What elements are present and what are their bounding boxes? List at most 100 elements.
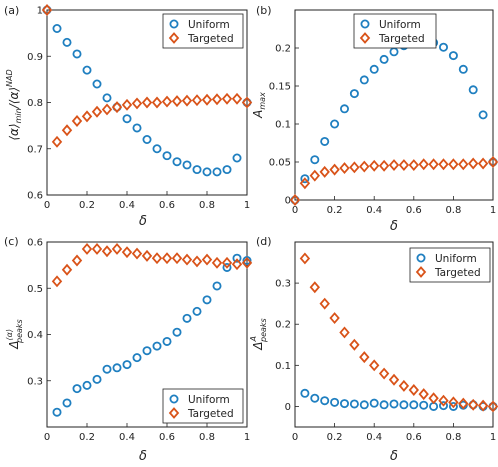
marks-b xyxy=(289,36,498,206)
ticks-b: 0 0.2 0.4 0.6 0.8 1 0 0.05 0.1 0.15 0.2 xyxy=(269,44,496,217)
point-uniform-b xyxy=(359,75,369,85)
point-targeted-c xyxy=(241,256,253,269)
legend-marker-uniform-c xyxy=(169,394,179,404)
point-targeted-c xyxy=(51,275,63,288)
point-targeted-a xyxy=(41,4,53,16)
point-targeted-b xyxy=(398,159,410,172)
ticks-a: 0 0.2 0.4 0.6 0.8 1 0.6 0.7 0.8 0.9 1 xyxy=(27,6,250,212)
point-targeted-d xyxy=(448,396,459,409)
y-tick-label-b: 0.05 xyxy=(269,158,291,169)
x-tick-label-d: 0.6 xyxy=(406,432,422,443)
point-targeted-b xyxy=(339,162,350,175)
legend-label-targeted-c: Targeted xyxy=(187,408,234,420)
plot-area-b xyxy=(294,9,494,201)
x-tick-label-b: 0.2 xyxy=(327,205,343,216)
legend-label-uniform-c: Uniform xyxy=(188,394,230,406)
x-tick-label-c: 0 xyxy=(44,432,50,443)
point-targeted-b xyxy=(408,159,419,172)
point-uniform-a xyxy=(132,123,142,133)
x-tick-label-d: 0.4 xyxy=(366,432,382,443)
point-targeted-c xyxy=(81,242,93,255)
legend-marker-targeted-d xyxy=(415,266,427,278)
point-targeted-b xyxy=(349,161,360,174)
point-targeted-c xyxy=(61,263,73,276)
point-uniform-b xyxy=(448,51,458,61)
point-targeted-b xyxy=(359,160,370,173)
ylabel-b: Amax xyxy=(251,92,267,119)
point-targeted-c xyxy=(211,256,223,269)
point-targeted-b xyxy=(487,156,498,168)
point-uniform-c xyxy=(152,341,162,351)
x-tick-label-a: 0.6 xyxy=(159,200,175,211)
point-targeted-b xyxy=(309,169,320,182)
point-uniform-b xyxy=(339,104,349,114)
plot-area-d xyxy=(294,241,494,428)
point-targeted-d xyxy=(359,351,370,364)
point-targeted-d xyxy=(398,379,410,392)
x-tick-label-b: 0.4 xyxy=(366,205,382,216)
point-uniform-d xyxy=(448,401,458,411)
point-uniform-b xyxy=(379,54,389,64)
point-targeted-d xyxy=(319,297,330,310)
point-targeted-b xyxy=(378,159,390,172)
point-targeted-a xyxy=(231,92,243,105)
point-targeted-b xyxy=(418,158,429,171)
point-uniform-c xyxy=(122,360,132,370)
legend-label-targeted-a: Targeted xyxy=(187,33,234,45)
panel-b: (b) 0 0.2 0.4 0.6 0.8 1 0 0.05 0.1 0.15 0.2 Unifor… xyxy=(251,4,498,234)
panel-d: (d) 0 0.2 0.4 0.6 0.8 1 0 0.1 0.2 0.3 Uniform Tar… xyxy=(249,235,498,464)
y-tick-label-a: 0.9 xyxy=(27,52,43,63)
point-uniform-c xyxy=(172,327,182,337)
point-targeted-a xyxy=(171,95,183,108)
y-tick-label-a: 1 xyxy=(37,6,43,17)
point-uniform-d xyxy=(409,400,419,410)
point-targeted-a xyxy=(211,93,223,106)
point-uniform-d xyxy=(359,400,369,410)
legend-label-uniform-a: Uniform xyxy=(188,19,230,31)
point-uniform-c xyxy=(82,380,92,390)
x-tick-label-a: 0 xyxy=(44,200,50,211)
point-targeted-c xyxy=(121,246,133,259)
point-targeted-c xyxy=(141,249,153,262)
y-tick-label-d: 0.2 xyxy=(275,320,291,331)
point-uniform-b xyxy=(349,89,359,99)
point-uniform-c xyxy=(202,295,212,305)
point-targeted-b xyxy=(388,159,400,172)
point-targeted-a xyxy=(141,96,153,109)
point-uniform-c xyxy=(212,281,222,291)
ylabel-c: Δ⟨α⟩peaks xyxy=(5,319,24,349)
point-uniform-c xyxy=(162,336,172,346)
y-tick-label-c: 0.5 xyxy=(27,284,43,295)
point-uniform-a xyxy=(102,93,112,103)
point-uniform-a xyxy=(232,153,242,163)
point-targeted-d xyxy=(369,359,380,372)
point-targeted-a xyxy=(161,95,173,108)
y-tick-label-b: 0.15 xyxy=(269,82,291,93)
point-uniform-d xyxy=(320,396,330,406)
y-tick-label-c: 0.4 xyxy=(27,330,43,341)
point-targeted-d xyxy=(309,281,320,294)
legend-c: Uniform Targeted xyxy=(162,388,244,424)
legend-marker-targeted-a xyxy=(168,32,180,44)
panel-label-d: (d) xyxy=(256,235,272,248)
point-uniform-d xyxy=(379,400,389,410)
ticks-c: 0 0.2 0.4 0.6 0.8 1 0.3 0.4 0.5 0.6 xyxy=(27,238,250,444)
point-targeted-d xyxy=(477,399,489,412)
point-targeted-b xyxy=(299,177,311,190)
point-targeted-c xyxy=(151,252,163,265)
point-uniform-d xyxy=(300,388,310,398)
point-uniform-a xyxy=(202,167,212,177)
point-targeted-c xyxy=(171,252,183,265)
point-uniform-b xyxy=(438,42,448,52)
point-targeted-a xyxy=(101,103,113,116)
point-targeted-d xyxy=(349,338,360,351)
point-targeted-c xyxy=(71,254,83,267)
point-uniform-c xyxy=(52,407,62,417)
point-uniform-a xyxy=(152,144,162,154)
point-targeted-d xyxy=(438,394,449,407)
point-uniform-d xyxy=(349,399,359,409)
legend-box-c xyxy=(162,388,244,424)
point-uniform-b xyxy=(310,155,320,165)
point-targeted-d xyxy=(468,398,479,411)
point-uniform-c xyxy=(232,253,242,263)
